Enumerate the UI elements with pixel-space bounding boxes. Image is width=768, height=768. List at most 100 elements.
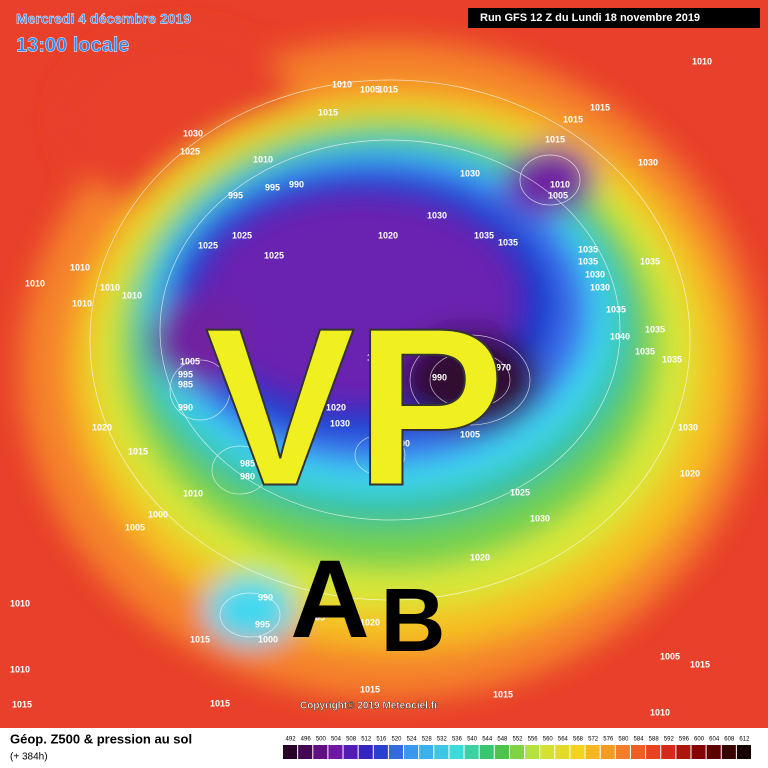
colorbar-swatch [464, 745, 479, 759]
pressure-label: 1035 [498, 237, 518, 247]
pressure-label: 1030 [590, 282, 610, 292]
colorbar: 492 496 500 504 508 512 516 520 524 528 532 536 540 5… [283, 737, 751, 759]
pressure-label: 1020 [326, 402, 346, 412]
pressure-label: 970 [496, 362, 511, 372]
colorbar-label: 492 [286, 737, 297, 743]
colorbar-swatch [509, 745, 525, 759]
pressure-label: 1015 [378, 84, 398, 94]
pressure-label: 990 [258, 592, 273, 602]
pressure-label: 1005 [270, 471, 290, 481]
pressure-label: 1010 [650, 707, 670, 717]
colorbar-swatch [706, 745, 721, 759]
colorbar-label: 596 [679, 737, 690, 743]
pressure-label: 1015 [367, 352, 387, 362]
pressure-label: 1015 [318, 107, 338, 117]
pressure-label: 1005 [360, 84, 380, 94]
pressure-label: 1035 [645, 324, 665, 334]
colorbar-swatch [600, 745, 615, 759]
colorbar-label: 552 [512, 737, 523, 743]
isobars [89, 79, 691, 638]
pressure-label: 1010 [253, 154, 273, 164]
colorbar-swatch [434, 745, 449, 759]
colorbar-label: 528 [422, 737, 433, 743]
colorbar-label: 532 [437, 737, 448, 743]
colorbar-label: 592 [664, 737, 675, 743]
pressure-label: 1005 [660, 651, 680, 661]
colorbar-swatch [570, 745, 585, 759]
colorbar-label: 520 [391, 737, 402, 743]
pressure-label: 1005 [125, 522, 145, 532]
pressure-label: 1020 [360, 617, 380, 627]
colorbar-swatch [661, 745, 676, 759]
annotation-a: A [290, 538, 369, 661]
pressure-label: 1000 [390, 438, 410, 448]
annotation-b: B [381, 571, 446, 671]
pressure-label: 1020 [92, 422, 112, 432]
colorbar-swatch [555, 745, 570, 759]
colorbar-swatch [298, 745, 313, 759]
pressure-label: 1015 [360, 684, 380, 694]
pressure-label: 1005 [460, 429, 480, 439]
pressure-label: 1030 [427, 210, 447, 220]
colorbar-swatch [646, 745, 661, 759]
pressure-label: 1000 [148, 509, 168, 519]
colorbar-label: 544 [482, 737, 493, 743]
colorbar-swatch [676, 745, 691, 759]
pressure-label: 1030 [330, 418, 350, 428]
pressure-label: 990 [289, 179, 304, 189]
pressure-label: 1015 [690, 659, 710, 669]
pressure-label: 1030 [585, 269, 605, 279]
colorbar-swatch [388, 745, 404, 759]
pressure-label: 1035 [578, 244, 598, 254]
pressure-label: 995 [228, 190, 243, 200]
colorbar-swatch [630, 745, 646, 759]
annotation-vp: VP [205, 280, 505, 532]
pressure-label: 1035 [640, 256, 660, 266]
footer-title: Géop. Z500 & pression au sol [10, 731, 192, 746]
pressure-label: 1015 [210, 698, 230, 708]
colorbar-swatch [343, 745, 358, 759]
colorbar-label: 604 [709, 737, 720, 743]
colorbar-swatch [615, 745, 630, 759]
pressure-label: 1010 [72, 298, 92, 308]
pressure-label: 1025 [198, 240, 218, 250]
pressure-label: 1030 [530, 513, 550, 523]
colorbar-label: 548 [497, 737, 508, 743]
pressure-label: 1015 [545, 134, 565, 144]
pressure-label: 1005 [305, 612, 325, 622]
colorbar-label: 576 [603, 737, 614, 743]
pressure-label: 1035 [578, 256, 598, 266]
pressure-label: 1015 [563, 114, 583, 124]
pressure-label: 1010 [25, 278, 45, 288]
pressure-label: 1025 [232, 230, 252, 240]
colorbar-swatch [313, 745, 328, 759]
colorbar-label: 508 [346, 737, 357, 743]
colorbar-swatch [328, 745, 343, 759]
pressure-label: 990 [432, 372, 447, 382]
colorbar-label: 504 [331, 737, 342, 743]
pressure-label: 1010 [332, 79, 352, 89]
colorbar-swatch [404, 745, 419, 759]
colorbar-label: 580 [618, 737, 629, 743]
pressure-label: 1005 [548, 190, 568, 200]
pressure-label: 1010 [10, 598, 30, 608]
colorbar-label: 568 [573, 737, 584, 743]
pressure-label: 1035 [474, 230, 494, 240]
colorbar-label: 572 [588, 737, 599, 743]
pressure-label: 985 [178, 379, 193, 389]
colorbar-label: 600 [694, 737, 705, 743]
colorbar-label: 500 [316, 737, 327, 743]
pressure-label: 1005 [180, 356, 200, 366]
colorbar-label: 536 [452, 737, 463, 743]
colorbar-swatch [494, 745, 509, 759]
colorbar-swatch [540, 745, 555, 759]
pressure-label: 985 [380, 460, 395, 470]
pressure-label: 1030 [183, 128, 203, 138]
pressure-label: 1030 [460, 168, 480, 178]
pressure-label: 1020 [378, 230, 398, 240]
pressure-label: 980 [468, 367, 483, 377]
colorbar-swatch [691, 745, 706, 759]
colorbar-swatch [419, 745, 434, 759]
pressure-label: 1030 [638, 157, 658, 167]
